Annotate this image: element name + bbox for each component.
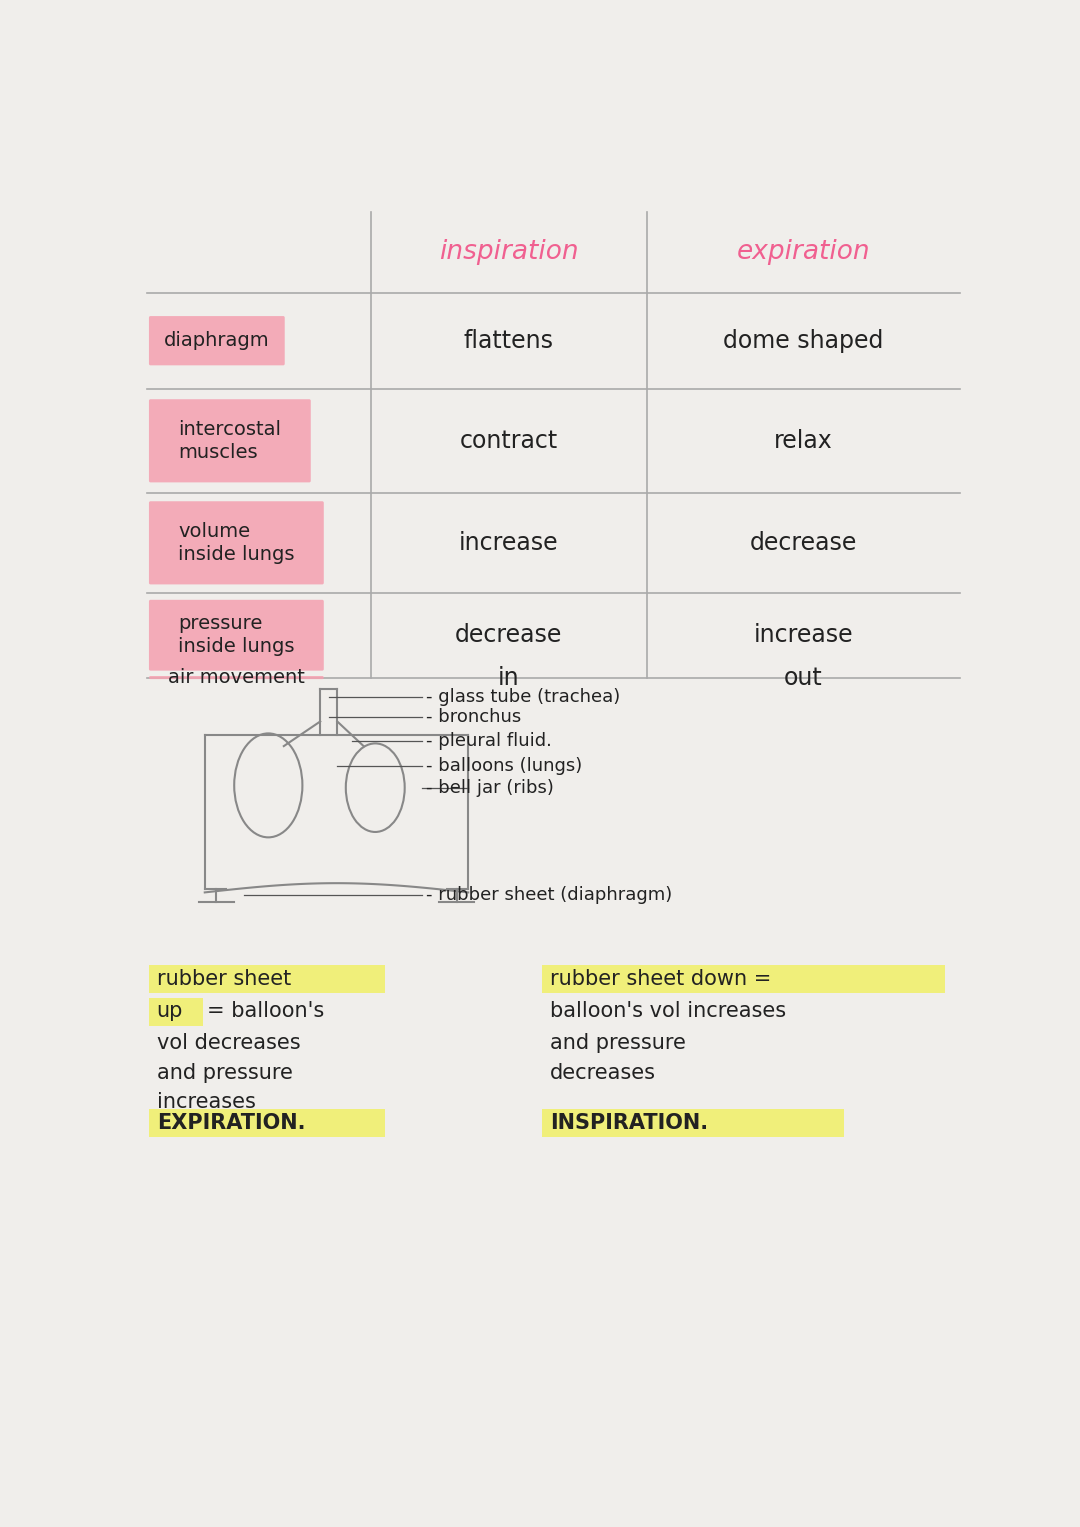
FancyBboxPatch shape <box>149 399 311 483</box>
Text: out: out <box>784 666 823 690</box>
FancyBboxPatch shape <box>542 1109 845 1138</box>
Text: rubber sheet: rubber sheet <box>157 970 291 989</box>
Text: EXPIRATION.: EXPIRATION. <box>157 1113 306 1133</box>
Text: dome shaped: dome shaped <box>724 328 883 353</box>
Text: - pleural fluid.: - pleural fluid. <box>426 733 552 750</box>
Text: flattens: flattens <box>464 328 554 353</box>
Text: and pressure: and pressure <box>157 1063 293 1083</box>
FancyBboxPatch shape <box>542 965 945 993</box>
FancyBboxPatch shape <box>149 316 285 365</box>
Text: - rubber sheet (diaphragm): - rubber sheet (diaphragm) <box>426 887 672 904</box>
Text: volume
inside lungs: volume inside lungs <box>178 522 295 563</box>
Text: increases: increases <box>157 1092 256 1112</box>
Text: - glass tube (trachea): - glass tube (trachea) <box>426 687 620 705</box>
Text: contract: contract <box>460 429 558 454</box>
Text: rubber sheet down =: rubber sheet down = <box>550 970 771 989</box>
Text: INSPIRATION.: INSPIRATION. <box>550 1113 707 1133</box>
FancyBboxPatch shape <box>149 600 324 670</box>
Text: pressure
inside lungs: pressure inside lungs <box>178 614 295 657</box>
FancyBboxPatch shape <box>149 501 324 585</box>
FancyBboxPatch shape <box>149 1109 386 1138</box>
Text: decreases: decreases <box>550 1063 656 1083</box>
FancyBboxPatch shape <box>149 676 324 680</box>
Text: increase: increase <box>459 531 558 554</box>
Text: up: up <box>157 1002 184 1022</box>
Text: - bell jar (ribs): - bell jar (ribs) <box>426 779 554 797</box>
Text: and pressure: and pressure <box>550 1034 686 1054</box>
Text: vol decreases: vol decreases <box>157 1034 300 1054</box>
Text: inspiration: inspiration <box>440 240 579 266</box>
Text: = balloon's: = balloon's <box>207 1002 324 1022</box>
Text: expiration: expiration <box>737 240 870 266</box>
Text: intercostal
muscles: intercostal muscles <box>178 420 282 463</box>
Text: relax: relax <box>774 429 833 454</box>
Text: decrease: decrease <box>750 531 858 554</box>
Text: diaphragm: diaphragm <box>164 331 270 350</box>
Text: air movement: air movement <box>167 669 305 687</box>
Text: decrease: decrease <box>456 623 563 647</box>
FancyBboxPatch shape <box>149 965 386 993</box>
Text: increase: increase <box>754 623 853 647</box>
Text: - balloons (lungs): - balloons (lungs) <box>426 757 582 776</box>
Text: balloon's vol increases: balloon's vol increases <box>550 1002 786 1022</box>
FancyBboxPatch shape <box>149 999 203 1026</box>
Text: in: in <box>498 666 519 690</box>
Text: - bronchus: - bronchus <box>426 709 521 725</box>
